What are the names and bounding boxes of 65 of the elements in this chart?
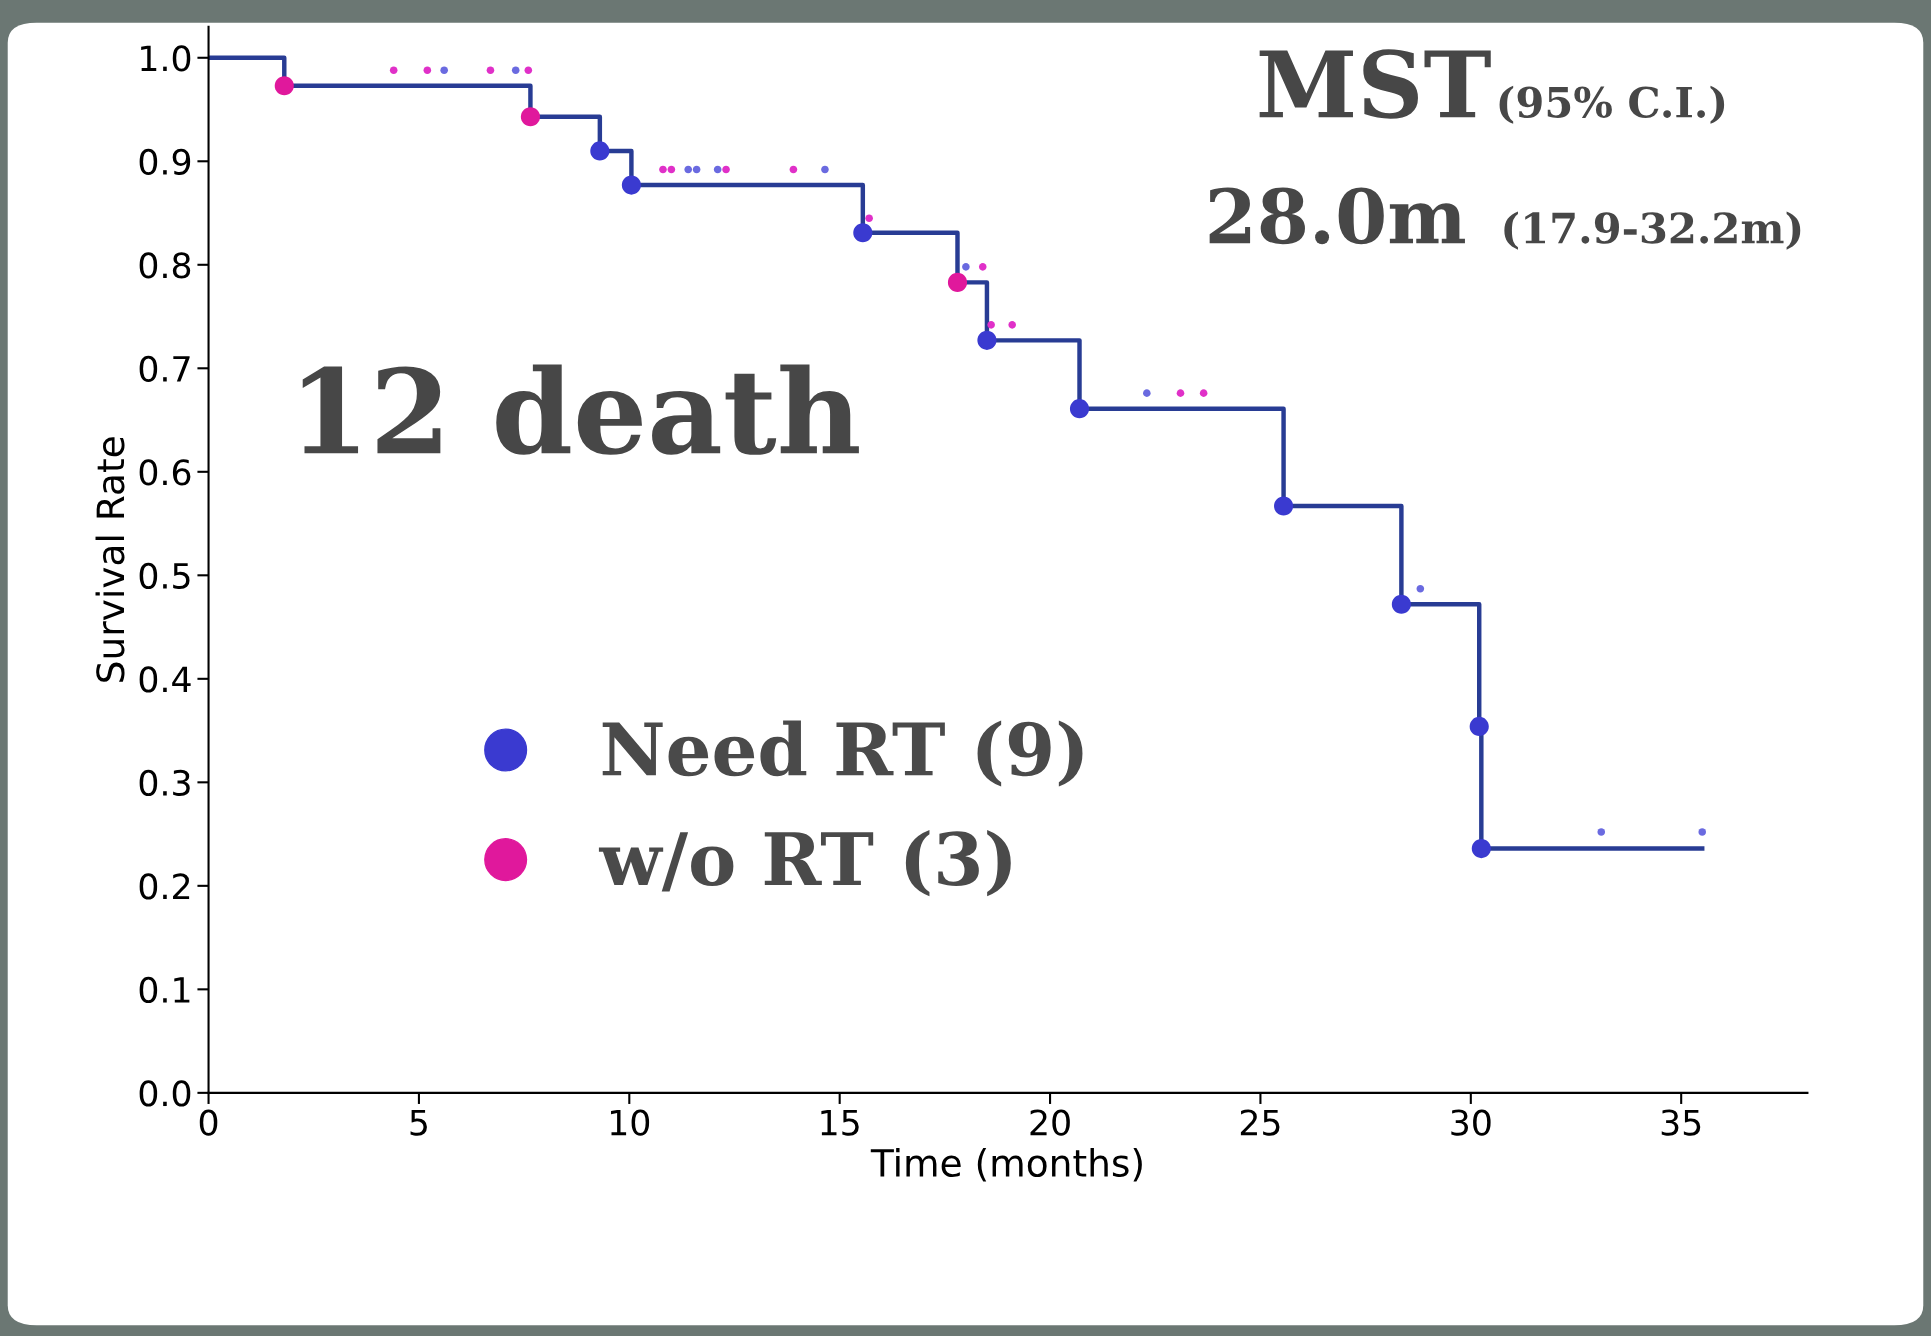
legend-label: w/o RT (3) <box>598 830 1011 897</box>
point <box>978 263 987 271</box>
annotation: (95% C.I.) <box>1499 85 1725 124</box>
y-tick-label: 0.8 <box>139 252 191 279</box>
point <box>423 66 432 74</box>
point <box>621 175 641 195</box>
point <box>590 141 610 161</box>
annotation: (17.9-32.2m) <box>1504 211 1801 250</box>
x-tick-label: 5 <box>410 1109 427 1136</box>
point <box>659 165 667 174</box>
point <box>274 76 294 96</box>
y-tick-label: 0.0 <box>139 1080 191 1107</box>
point <box>977 330 997 350</box>
point <box>511 66 520 74</box>
legend-label: Need RT (9) <box>602 720 1083 787</box>
point <box>520 107 540 127</box>
x-tick-label: 20 <box>1030 1109 1070 1136</box>
point <box>389 66 398 74</box>
y-tick-label: 1.0 <box>141 45 191 72</box>
point <box>1391 594 1411 614</box>
point <box>692 165 701 174</box>
point <box>1199 389 1208 397</box>
point <box>789 165 798 174</box>
point <box>1143 389 1151 397</box>
point <box>987 321 995 329</box>
point <box>1416 584 1425 593</box>
point <box>962 263 970 271</box>
y-tick-label: 0.3 <box>139 769 190 797</box>
y-axis-title: Survival Rate <box>95 437 125 682</box>
point <box>1274 496 1294 516</box>
point <box>947 272 968 292</box>
point <box>713 165 722 174</box>
x-tick-label: 30 <box>1451 1109 1491 1136</box>
point <box>853 223 873 243</box>
point <box>821 165 829 174</box>
annotation: 28.0m <box>1209 187 1465 245</box>
y-tick-label: 0.7 <box>139 355 190 382</box>
point <box>1698 828 1707 836</box>
y-tick-label: 0.4 <box>139 666 191 693</box>
point <box>1469 716 1489 736</box>
y-tick-label: 0.9 <box>139 148 191 175</box>
point <box>667 165 676 174</box>
annotation: MST <box>1259 49 1491 119</box>
point <box>1069 399 1090 419</box>
point <box>1008 321 1016 329</box>
point <box>1597 828 1606 836</box>
x-tick-label: 15 <box>821 1109 859 1136</box>
y-tick-label: 0.1 <box>139 976 190 1004</box>
x-axis-title: Time (months) <box>870 1147 1142 1182</box>
point <box>440 66 448 74</box>
point <box>722 165 730 174</box>
point <box>524 66 533 74</box>
annotation: 12 death <box>302 364 859 455</box>
point <box>1471 839 1491 859</box>
point <box>684 165 693 174</box>
y-tick-label: 0.5 <box>139 562 190 589</box>
y-tick-label: 0.2 <box>139 873 190 900</box>
y-tick-label: 0.6 <box>139 459 191 486</box>
x-tick-label: 0 <box>199 1109 218 1136</box>
point <box>865 214 873 223</box>
x-tick-label: 25 <box>1240 1109 1280 1136</box>
x-tick-label: 10 <box>611 1109 650 1136</box>
point <box>1176 389 1185 397</box>
point <box>486 66 495 74</box>
x-tick-label: 35 <box>1661 1109 1701 1136</box>
